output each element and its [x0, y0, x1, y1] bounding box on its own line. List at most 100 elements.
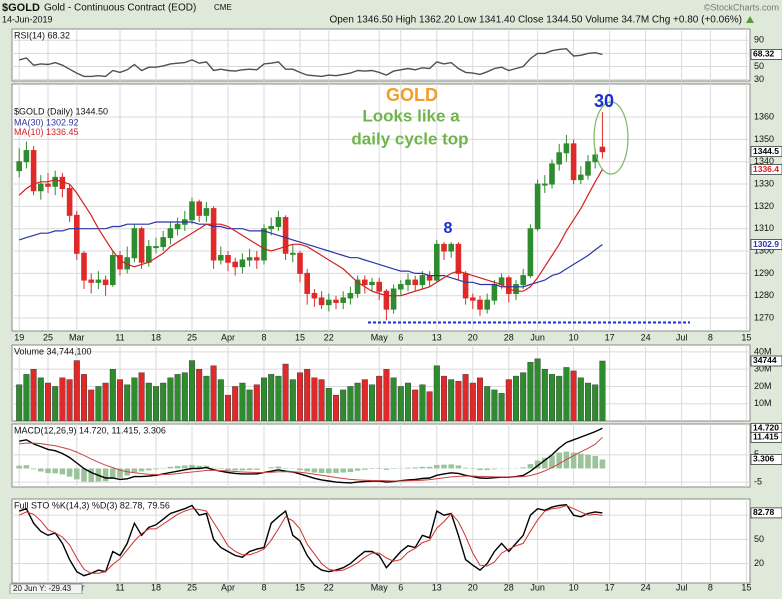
volume-bar [103, 383, 109, 421]
volume-bar [470, 383, 476, 421]
candle-body [341, 298, 346, 302]
histogram-bar [146, 468, 152, 470]
histogram-bar [283, 468, 289, 469]
candle-body [514, 285, 519, 294]
candle-body [190, 202, 195, 220]
volume-bar [168, 378, 174, 421]
value-tag: 1302.9 [753, 239, 779, 249]
candle-body [291, 253, 296, 254]
candle-body [528, 229, 533, 276]
x-tick-label: 8 [708, 582, 713, 592]
candle-body [557, 153, 562, 164]
volume-bar [211, 366, 217, 421]
histogram-bar [520, 467, 526, 468]
histogram-bar [585, 455, 591, 469]
x-tick-label: 15 [741, 582, 751, 592]
candle-body [103, 280, 108, 284]
value-tag: 11.415 [753, 432, 779, 442]
candle-body [420, 276, 425, 285]
volume-bar [412, 390, 418, 421]
y-tick-label: 1330 [754, 178, 774, 188]
volume-bar [182, 373, 188, 421]
x-tick-label: 8 [261, 332, 266, 342]
candle-body [53, 177, 58, 186]
histogram-bar [355, 468, 361, 470]
volume-bar [60, 378, 66, 421]
x-tick-label: 13 [432, 582, 442, 592]
volume-bar [175, 374, 181, 421]
candle-body [197, 202, 202, 215]
candle-body [132, 229, 137, 258]
candle-body [175, 224, 180, 228]
histogram-bar [340, 468, 346, 472]
candle-body [96, 280, 101, 282]
y-tick-label: 1280 [754, 290, 774, 300]
value-tag: 1344.5 [753, 146, 779, 156]
volume-bar [585, 383, 591, 421]
value-tag: 34744 [753, 355, 777, 365]
histogram-bar [412, 467, 418, 468]
candle-body [312, 293, 317, 297]
histogram-bar [218, 468, 224, 469]
volume-bar [304, 369, 310, 421]
histogram-bar [528, 464, 534, 468]
histogram-bar [67, 468, 73, 476]
candle-body [348, 293, 353, 297]
x-tick-label: 20 [468, 582, 478, 592]
candle-body [154, 247, 159, 248]
histogram-bar [600, 459, 606, 468]
y-tick-label: 1320 [754, 201, 774, 211]
histogram-bar [211, 468, 217, 469]
candle-body [17, 162, 22, 171]
volume-bar [319, 380, 325, 421]
x-tick-label: 28 [504, 332, 514, 342]
volume-bar [542, 369, 548, 421]
histogram-bar [240, 468, 246, 470]
volume-bar [463, 374, 469, 421]
volume-bar [225, 395, 231, 421]
candle-body [435, 244, 440, 280]
histogram-bar [153, 468, 159, 469]
candle-body [219, 256, 224, 260]
value-tag: 82.78 [753, 507, 775, 517]
volume-bar [506, 380, 512, 421]
candle-body [535, 184, 540, 229]
y-tick-label: 20M [754, 381, 772, 391]
volume-bar [160, 383, 166, 421]
candle-body [240, 260, 245, 267]
y-tick-label: 50 [754, 534, 764, 544]
histogram-bar [448, 464, 454, 468]
volume-bar [513, 376, 519, 421]
histogram-bar [38, 468, 44, 471]
histogram-bar [477, 468, 483, 470]
x-tick-label: 8 [261, 582, 266, 592]
histogram-bar [81, 468, 87, 481]
volume-bar [297, 373, 303, 421]
histogram-bar [578, 454, 584, 469]
annotation: 30 [594, 91, 614, 111]
x-tick-label: 15 [295, 332, 305, 342]
x-tick-label: Apr [221, 582, 235, 592]
histogram-bar [463, 468, 469, 469]
histogram-bar [391, 468, 397, 469]
volume-bar [45, 383, 51, 421]
volume-bar [477, 378, 483, 421]
volume-bar [427, 392, 433, 421]
candle-body [269, 226, 274, 228]
histogram-bar [376, 468, 382, 469]
histogram-bar [348, 468, 354, 472]
volume-bar [74, 361, 80, 421]
candle-body [147, 247, 152, 263]
histogram-bar [369, 468, 375, 469]
candle-body [204, 209, 209, 216]
volume-bar [556, 376, 562, 421]
candle-body [471, 298, 476, 300]
histogram-bar [434, 465, 440, 469]
x-tick-label: 15 [741, 332, 751, 342]
histogram-bar [326, 468, 332, 473]
x-tick-label: 20 [468, 332, 478, 342]
x-tick-label: 22 [324, 332, 334, 342]
y-tick-label: 1360 [754, 111, 774, 121]
candle-body [600, 147, 605, 151]
